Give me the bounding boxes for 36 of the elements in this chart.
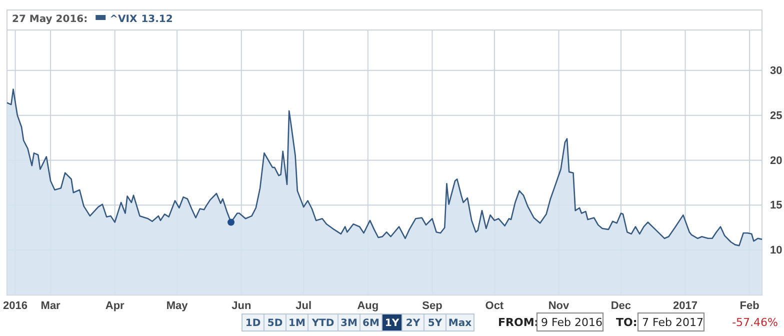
x-tick-label: 2016	[3, 300, 28, 312]
x-tick-label: Aug	[357, 300, 379, 312]
y-tick-label: 20	[770, 154, 782, 167]
date-field: 9 Feb 2016	[536, 312, 604, 332]
y-tick-label: 25	[770, 110, 782, 122]
legend-title: 27 May 2016:	[12, 14, 88, 25]
range-button: 1M	[286, 314, 308, 332]
x-tick-label: Oct	[485, 300, 504, 312]
date-field: 7 Feb 2017	[638, 312, 704, 332]
range-button: 1D	[242, 314, 264, 332]
x-tick-label: Apr	[105, 300, 126, 312]
x-tick-label: May	[166, 300, 189, 312]
x-tick-label: Dec	[610, 300, 632, 312]
range-button: Max	[446, 314, 474, 332]
range-button: 5Y	[424, 314, 446, 332]
x-tick-label: Nov	[548, 300, 570, 312]
text: FROM:	[498, 316, 539, 329]
range-button: 3M	[338, 314, 360, 332]
x-tick-label: Sep	[422, 300, 443, 312]
range-button: 1Y	[382, 314, 402, 332]
text: -57.46%	[732, 316, 778, 329]
range-button: 5D	[264, 314, 286, 332]
y-tick-label: 10	[770, 244, 782, 257]
text: TO:	[616, 316, 638, 329]
range-button: 6M	[360, 314, 382, 332]
x-tick-label: 2017	[673, 300, 698, 312]
legend-label: ^VIX	[110, 14, 138, 25]
y-tick-label: 15	[770, 200, 782, 212]
x-tick-label: Jun	[232, 300, 252, 312]
range-button: 2Y	[402, 314, 424, 332]
range-button: YTD	[308, 314, 338, 332]
text: 13.12	[141, 14, 173, 25]
x-tick-label: Feb	[740, 300, 760, 312]
x-tick-label: Mar	[40, 300, 62, 312]
x-tick-label: Jul	[296, 300, 312, 312]
y-tick-label: 30	[770, 64, 782, 77]
